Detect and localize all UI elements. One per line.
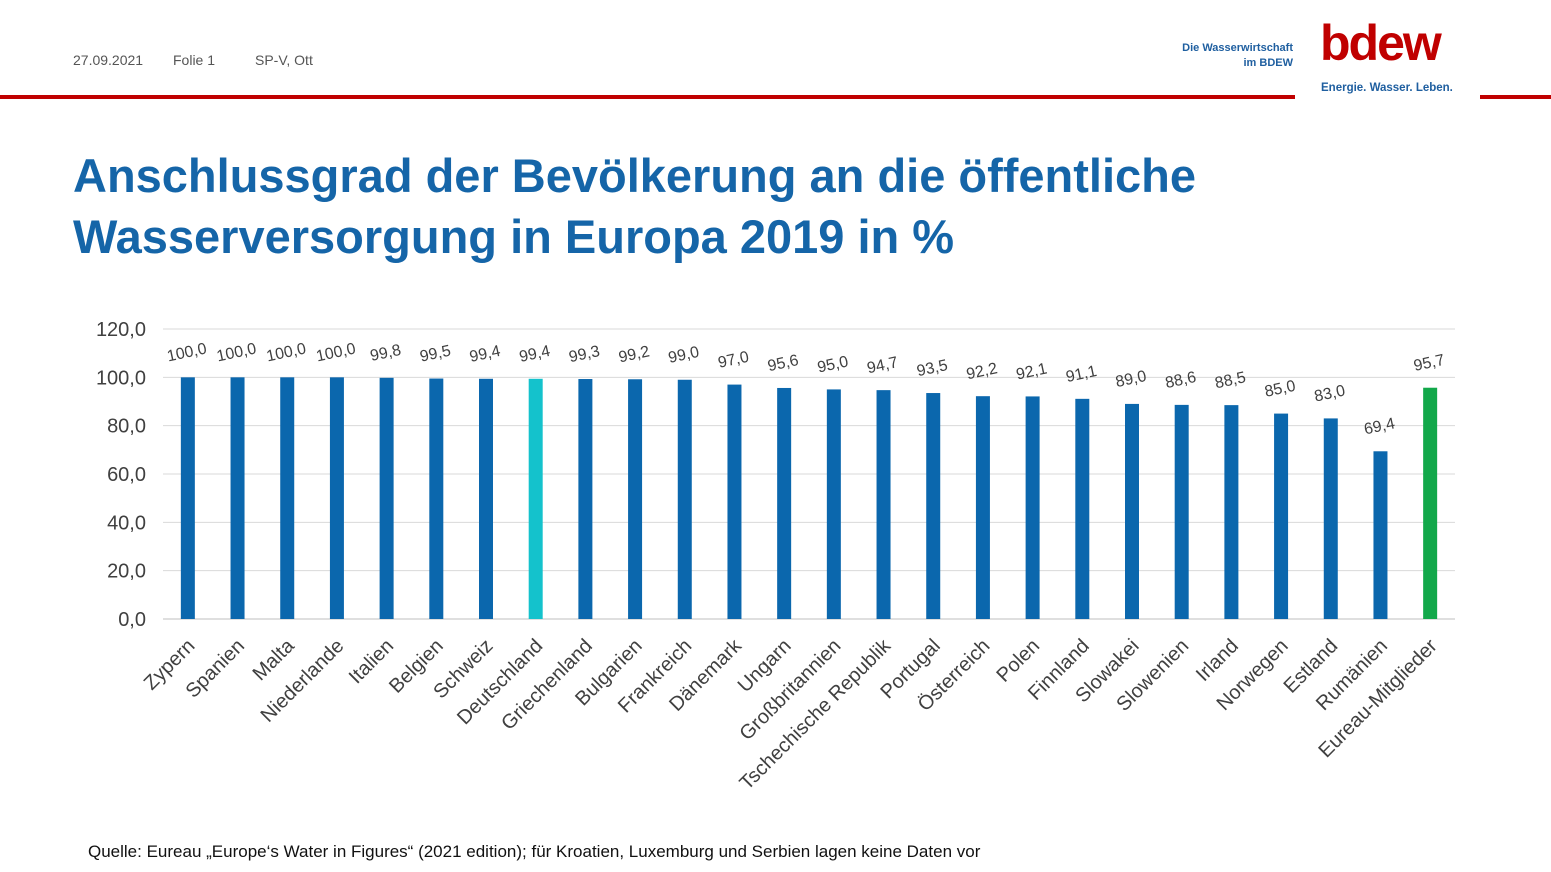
data-label: 99,2	[617, 343, 651, 366]
data-label: 89,0	[1114, 368, 1148, 391]
y-tick-label: 120,0	[96, 319, 146, 341]
data-label: 93,5	[915, 357, 949, 380]
data-label: 95,0	[816, 353, 850, 376]
bar	[727, 384, 742, 619]
bar	[826, 389, 841, 619]
slide-title: Anschlussgrad der Bevölkerung an die öff…	[73, 145, 1373, 267]
bar	[1075, 398, 1090, 619]
data-label: 99,4	[518, 343, 552, 366]
bar	[180, 377, 195, 619]
data-label: 94,7	[866, 354, 900, 377]
slide-date: 27.09.2021	[73, 52, 144, 68]
data-label: 97,0	[717, 349, 751, 372]
data-label: 100,0	[215, 340, 258, 365]
data-label: 88,6	[1164, 369, 1198, 392]
bar	[628, 379, 643, 619]
y-tick-label: 80,0	[107, 416, 146, 438]
bar	[1125, 403, 1139, 619]
bar	[975, 396, 990, 619]
bar	[230, 377, 245, 619]
bar	[677, 379, 692, 619]
slide-author: SP-V, Ott	[255, 52, 313, 68]
bar	[479, 378, 493, 619]
y-tick-label: 20,0	[107, 561, 146, 583]
bdew-logo: bdew	[1320, 15, 1442, 71]
data-label: 99,0	[667, 344, 701, 367]
data-label: 83,0	[1313, 382, 1347, 405]
bar	[1274, 413, 1289, 619]
data-label: 100,0	[265, 340, 308, 365]
y-tick-label: 0,0	[118, 609, 146, 631]
y-tick-label: 100,0	[96, 367, 146, 389]
data-label: 99,5	[418, 343, 452, 366]
bar	[578, 379, 593, 619]
data-label: 99,4	[468, 343, 502, 366]
bar	[1323, 418, 1338, 619]
data-label: 95,7	[1412, 352, 1446, 375]
bar	[429, 378, 444, 619]
slide-number: Folie 1	[173, 52, 216, 68]
data-label: 100,0	[166, 340, 209, 365]
data-label: 85,0	[1263, 378, 1297, 401]
bar	[528, 378, 543, 619]
data-label: 99,8	[369, 342, 403, 365]
data-label: 100,0	[315, 340, 358, 365]
org-name-line1: Die Wasserwirtschaft	[1182, 42, 1293, 54]
bar	[1174, 404, 1189, 619]
bar	[329, 377, 344, 619]
header-divider-right	[1480, 95, 1551, 99]
data-label: 92,1	[1015, 360, 1049, 383]
y-tick-label: 40,0	[107, 512, 146, 534]
bar	[1373, 451, 1388, 619]
source-note: Quelle: Eureau „Europe‘s Water in Figure…	[88, 842, 981, 861]
data-label: 91,1	[1064, 363, 1098, 386]
bar	[379, 377, 394, 619]
header-divider-left	[0, 95, 1295, 99]
slide-title-line2: Wasserversorgung in Europa 2019 in %	[73, 210, 955, 263]
bar	[1423, 387, 1438, 619]
bar	[876, 390, 891, 619]
data-label: 99,3	[567, 343, 601, 366]
slide-title-line1: Anschlussgrad der Bevölkerung an die öff…	[73, 149, 1197, 202]
y-tick-label: 60,0	[107, 464, 146, 486]
org-name-line2: im BDEW	[1243, 57, 1294, 69]
bar	[926, 393, 941, 619]
bar	[1224, 405, 1239, 619]
data-label: 95,6	[766, 352, 800, 375]
bar	[1025, 396, 1040, 619]
bar	[280, 377, 295, 619]
bar	[777, 387, 792, 619]
bdew-tagline: Energie. Wasser. Leben.	[1321, 82, 1453, 94]
data-label: 88,5	[1213, 369, 1247, 392]
data-label: 92,2	[965, 360, 999, 383]
data-label: 69,4	[1363, 415, 1397, 438]
